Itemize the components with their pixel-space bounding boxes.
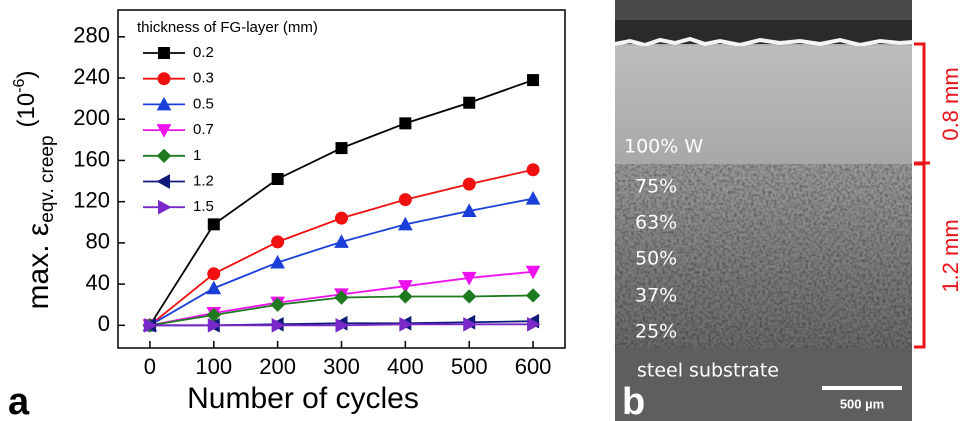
- y-label-main: max. ε: [22, 223, 55, 310]
- marker: [335, 317, 350, 333]
- panel-label: a: [8, 381, 30, 421]
- legend-title: thickness of FG-layer (mm): [137, 19, 318, 36]
- marker: [207, 267, 221, 281]
- thickness-label: 1.2 mm: [938, 219, 963, 292]
- legend-label: 0.3: [193, 70, 214, 87]
- legend-label: 1: [193, 147, 201, 164]
- y-tick-label: 160: [73, 146, 110, 171]
- marker: [334, 290, 349, 305]
- marker: [156, 124, 172, 138]
- marker: [334, 234, 349, 248]
- legend-label: 0.5: [193, 95, 214, 112]
- layer-label: 37%: [635, 285, 677, 307]
- marker: [335, 211, 348, 225]
- x-tick-label: 100: [195, 354, 232, 379]
- scale-bar-label: 500 µm: [840, 396, 884, 411]
- y-tick-label: 40: [86, 270, 110, 295]
- marker: [525, 191, 541, 205]
- marker: [207, 218, 220, 231]
- y-label-subscript: eqv. creep: [37, 135, 58, 222]
- legend-label: 0.2: [193, 44, 214, 61]
- layer-label: 100% W: [624, 136, 703, 158]
- marker: [143, 317, 158, 333]
- marker: [270, 297, 285, 312]
- marker: [158, 47, 170, 59]
- layer-label: steel substrate: [637, 360, 779, 382]
- marker: [398, 216, 413, 231]
- marker: [463, 316, 477, 332]
- x-tick-label: 600: [515, 354, 552, 379]
- marker: [158, 199, 172, 215]
- marker: [527, 316, 541, 332]
- y-tick-label: 200: [73, 105, 110, 130]
- marker: [271, 173, 284, 185]
- marker: [398, 280, 413, 294]
- marker: [207, 317, 222, 333]
- x-tick-label: 300: [323, 354, 360, 379]
- legend-label: 1.2: [193, 172, 214, 189]
- marker: [271, 317, 286, 333]
- panel-label: b: [622, 381, 645, 421]
- marker: [335, 142, 348, 155]
- layer-label: 25%: [635, 321, 677, 343]
- marker: [398, 289, 413, 304]
- marker: [156, 148, 172, 164]
- legend-label: 0.7: [193, 121, 214, 138]
- marker: [270, 254, 285, 269]
- marker: [461, 203, 477, 217]
- x-tick-label: 0: [144, 354, 156, 379]
- marker: [526, 163, 540, 177]
- marker: [157, 72, 171, 86]
- y-tick-label: 80: [86, 229, 110, 254]
- marker: [398, 193, 412, 207]
- y-axis-label: max. εeqv. creep (10-6): [11, 71, 58, 310]
- marker: [156, 96, 172, 111]
- marker: [462, 289, 477, 304]
- marker: [461, 271, 477, 286]
- marker: [525, 265, 541, 280]
- x-tick-label: 200: [259, 354, 296, 379]
- marker: [156, 174, 170, 189]
- y-tick-label: 280: [73, 23, 110, 48]
- layer-label: 75%: [635, 176, 677, 198]
- y-unit: (10: [13, 93, 40, 128]
- x-tick-label: 400: [387, 354, 424, 379]
- micrograph: [614, 0, 930, 421]
- layer-label: 50%: [635, 248, 677, 270]
- marker: [462, 177, 476, 191]
- y-tick-label: 240: [73, 64, 110, 89]
- thickness-label: 0.8 mm: [938, 67, 963, 140]
- marker: [399, 316, 413, 332]
- marker: [525, 288, 541, 303]
- y-tick-label: 120: [73, 187, 110, 212]
- marker: [527, 74, 540, 87]
- marker: [399, 117, 412, 130]
- y-unit-exponent: -6: [11, 78, 28, 92]
- legend-label: 1.5: [193, 198, 214, 215]
- y-unit-close: ): [13, 71, 40, 79]
- x-axis-label: Number of cycles: [187, 382, 419, 415]
- marker: [206, 280, 222, 295]
- x-tick-label: 500: [451, 354, 488, 379]
- layer-label: 63%: [635, 212, 677, 234]
- marker: [271, 235, 285, 249]
- y-tick-label: 0: [98, 311, 110, 336]
- marker: [463, 96, 476, 109]
